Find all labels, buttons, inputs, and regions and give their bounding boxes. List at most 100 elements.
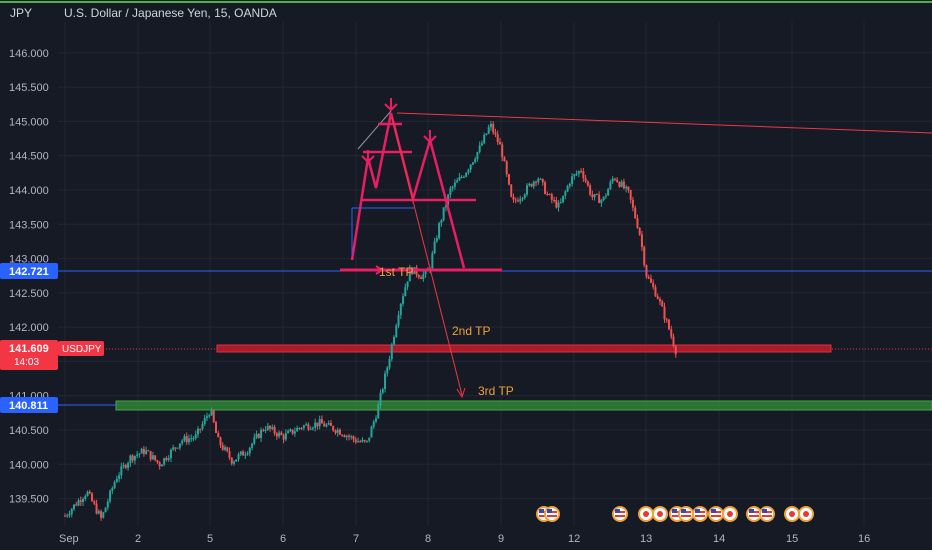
chart-title: U.S. Dollar / Japanese Yen, 15, OANDA xyxy=(64,6,277,20)
candle-body xyxy=(622,181,625,189)
us-flag-event-icon[interactable] xyxy=(692,506,708,522)
candle-body xyxy=(379,392,382,405)
candle-body xyxy=(327,422,330,425)
y-tick-label: 143.500 xyxy=(9,219,49,231)
candle-body xyxy=(372,421,375,427)
candle-body xyxy=(336,429,339,433)
arrow-tp1-icon xyxy=(366,265,384,275)
candle-body xyxy=(142,448,145,454)
candle-body xyxy=(661,301,664,307)
candle-body xyxy=(264,429,267,431)
candle-body xyxy=(273,426,276,434)
us-flag-event-icon[interactable] xyxy=(746,506,762,522)
us-flag-event-icon[interactable] xyxy=(612,506,628,522)
candle-body xyxy=(368,437,371,441)
symbol-tag: USDJPY xyxy=(58,341,104,356)
candle-body xyxy=(269,425,272,429)
candle-body xyxy=(562,195,565,203)
candle-body xyxy=(221,445,224,450)
candle-body xyxy=(111,488,114,491)
projection-line[interactable] xyxy=(391,117,463,396)
candle-body xyxy=(298,427,301,429)
jp-flag-event-icon[interactable] xyxy=(638,506,654,522)
candle-body xyxy=(320,419,323,424)
red-target-zone[interactable] xyxy=(216,344,832,353)
svg-text:USDJPY: USDJPY xyxy=(62,344,102,355)
green-demand-zone[interactable] xyxy=(115,400,932,411)
us-flag-event-icon[interactable] xyxy=(708,506,724,522)
candle-body xyxy=(140,448,143,454)
candle-body xyxy=(174,447,177,449)
candle-body xyxy=(113,482,116,489)
candle-body xyxy=(667,319,670,330)
candle-body xyxy=(345,435,348,438)
candle-body xyxy=(431,253,434,269)
candle-body xyxy=(598,194,601,204)
candle-body xyxy=(620,181,623,187)
candle-body xyxy=(532,181,535,187)
candle-body xyxy=(541,178,544,183)
candle-body xyxy=(510,184,513,197)
x-tick-label: 12 xyxy=(568,533,580,545)
candle-body xyxy=(214,422,217,433)
candle-body xyxy=(284,433,287,440)
jp-flag-event-icon[interactable] xyxy=(652,506,668,522)
y-tick-label: 144.500 xyxy=(9,151,49,163)
candle-body xyxy=(480,143,483,146)
descending-trend-line[interactable] xyxy=(396,112,932,134)
currency-label: JPY xyxy=(10,6,32,20)
candle-body xyxy=(79,500,82,503)
candle-body xyxy=(201,423,204,430)
us-flag-event-icon[interactable] xyxy=(678,506,694,522)
x-tick-label: 7 xyxy=(353,533,359,545)
y-tick-label: 140.000 xyxy=(9,459,49,471)
candle-body xyxy=(356,441,359,443)
candle-body xyxy=(498,142,501,145)
candle-body xyxy=(503,157,506,162)
candle-body xyxy=(343,435,346,438)
candle-body xyxy=(97,511,100,514)
jp-flag-event-icon[interactable] xyxy=(784,506,800,522)
candle-body xyxy=(582,171,585,179)
candle-body xyxy=(553,199,556,201)
candle-body xyxy=(156,460,159,463)
x-tick-label: 8 xyxy=(425,533,431,545)
candle-body xyxy=(494,132,497,135)
candle-body xyxy=(163,458,166,465)
candle-body xyxy=(384,373,387,389)
jp-flag-event-icon[interactable] xyxy=(798,506,814,522)
candle-body xyxy=(568,183,571,186)
candle-body xyxy=(305,424,308,426)
us-flag-event-icon[interactable] xyxy=(759,506,775,522)
candle-body xyxy=(604,195,607,197)
candle-body xyxy=(489,123,492,128)
price-tag-last: 141.609 14:03 xyxy=(0,340,58,370)
candle-body xyxy=(496,134,499,143)
candle-body xyxy=(293,431,296,434)
candle-body xyxy=(388,359,391,368)
candle-body xyxy=(154,455,157,461)
grid xyxy=(58,22,932,526)
candle-body xyxy=(194,434,197,439)
candle-body xyxy=(115,478,118,483)
candle-body xyxy=(474,159,477,163)
candle-body xyxy=(296,427,299,432)
candle-body xyxy=(75,504,78,506)
candle-body xyxy=(300,427,303,429)
candle-body xyxy=(460,176,463,178)
candle-body xyxy=(478,145,481,153)
x-tick-label: 2 xyxy=(135,533,141,545)
candle-body xyxy=(584,178,587,182)
jp-flag-event-icon[interactable] xyxy=(722,506,738,522)
y-tick-label: 144.000 xyxy=(9,185,49,197)
candle-body xyxy=(521,197,524,200)
candle-body xyxy=(573,174,576,177)
svg-text:141.609: 141.609 xyxy=(9,343,49,355)
candle-body xyxy=(408,267,411,282)
candle-body xyxy=(577,171,580,174)
us-flag-event-icon[interactable] xyxy=(544,506,560,522)
y-tick-label: 146.000 xyxy=(9,48,49,60)
candle-body xyxy=(230,457,233,464)
